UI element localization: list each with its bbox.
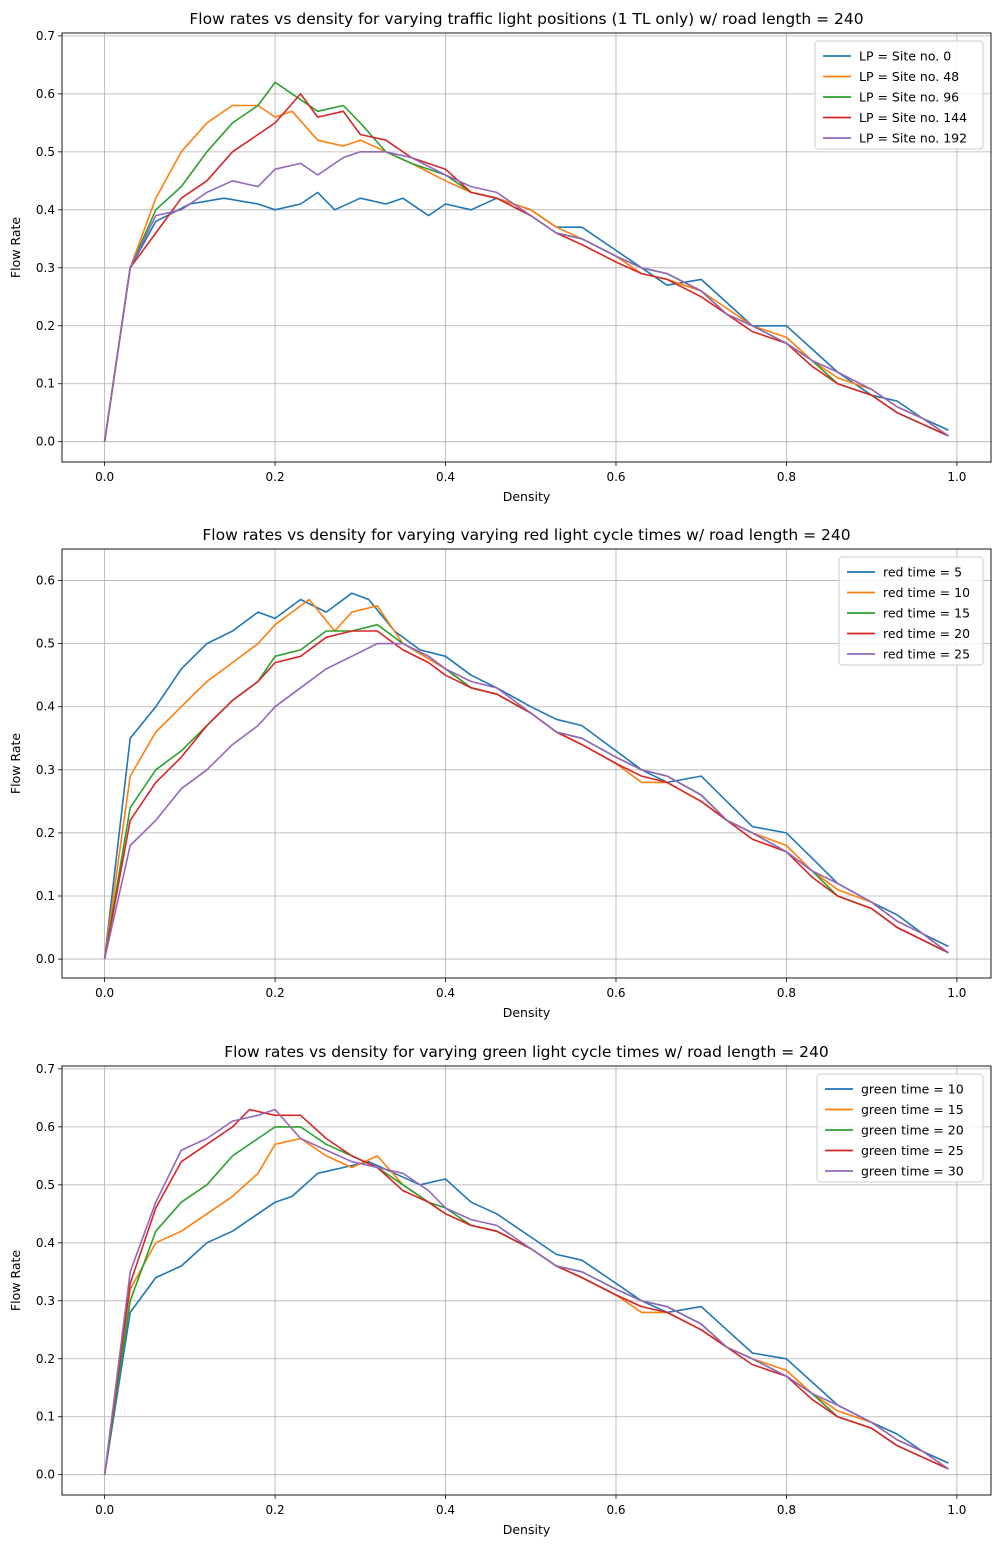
legend-entry: red time = 10 [883,585,970,600]
y-tick-label: 0.4 [36,203,55,217]
x-tick-label: 0.0 [95,470,114,484]
x-tick-label: 0.0 [95,986,114,1000]
x-tick-label: 0.8 [777,470,796,484]
series-line-1 [103,1160,949,1475]
legend-entry: red time = 25 [883,647,970,662]
legend-entry: green time = 20 [861,1123,964,1138]
y-tick-label: 0.1 [36,377,55,391]
legend-box [816,1073,984,1183]
axes-frame [61,1065,992,1496]
y-tick-label: 0.5 [36,145,55,159]
y-axis-label: Flow Rate [8,1250,23,1311]
legend: green time = 10 green time = 15 green time… [816,1073,984,1183]
legend-entry: LP = Site no. 96 [859,90,959,105]
x-tick-label: 0.0 [95,1503,114,1517]
y-tick-label: 0.6 [36,87,55,101]
legend-entry: LP = Site no. 144 [859,110,967,125]
y-tick-label: 0.2 [36,1352,55,1366]
legend-entry: red time = 20 [883,626,970,641]
y-tick-label: 0.5 [36,1178,55,1192]
series-line-4 [103,630,949,960]
y-tick-label: 0.5 [36,637,55,651]
y-tick-label: 0.3 [36,1294,55,1308]
x-tick-label: 0.2 [266,986,285,1000]
axes-frame [61,548,992,979]
y-axis-label: Flow Rate [8,217,23,278]
y-tick-label: 0.1 [36,1410,55,1424]
x-axis-label: Density [503,489,551,504]
y-tick-label: 0.4 [36,700,55,714]
y-tick-label: 0.1 [36,889,55,903]
legend-entry: green time = 25 [861,1143,964,1158]
x-tick-label: 1.0 [947,986,966,1000]
legend-entry: green time = 15 [861,1102,964,1117]
x-tick-label: 0.6 [606,986,625,1000]
x-tick-label: 1.0 [947,470,966,484]
chart-title: Flow rates vs density for varying traffi… [189,10,863,28]
y-tick-label: 0.0 [36,952,55,966]
plot-area [62,549,991,978]
series-line-5 [103,1108,949,1475]
chart-panel-3: 0.0 0.2 0.4 0.6 0.8 1.0 0.0 0.1 0.2 0.3 0.4 0.5 0.6 0… [8,1043,992,1537]
legend-box [838,556,984,666]
y-tick-label: 0.6 [36,574,55,588]
axes-frame [61,32,992,463]
series-line-5 [103,642,949,960]
y-tick-label: 0.2 [36,826,55,840]
y-tick-label: 0.3 [36,261,55,275]
y-tick-label: 0.7 [36,29,55,43]
legend-entry: LP = Site no. 0 [859,49,951,64]
y-tick-label: 0.7 [36,1062,55,1076]
x-tick-label: 0.4 [436,470,455,484]
legend: LP = Site no. 0 LP = Site no. 48 LP = Site… [814,40,984,150]
legend-entry: red time = 5 [883,565,962,580]
legend-entry: green time = 10 [861,1082,964,1097]
y-tick-label: 0.3 [36,763,55,777]
x-tick-label: 0.6 [606,1503,625,1517]
x-axis-label: Density [503,1522,551,1537]
x-axis-label: Density [503,1005,551,1020]
legend-box [814,40,984,150]
x-tick-label: 0.2 [266,470,285,484]
y-tick-label: 0.4 [36,1236,55,1250]
legend-entry: green time = 30 [861,1164,964,1179]
y-tick-label: 0.2 [36,319,55,333]
chart-panel-2: 0.0 0.2 0.4 0.6 0.8 1.0 0.0 0.1 0.2 0.3 0.4 0.5 0.6 F… [8,526,992,1020]
x-tick-label: 1.0 [947,1503,966,1517]
chart-title: Flow rates vs density for varying green … [224,1043,829,1061]
legend: red time = 5 red time = 10 red time = 15 re… [838,556,984,666]
chart-title: Flow rates vs density for varying varyin… [202,526,850,544]
series-line-4 [103,1108,949,1475]
x-tick-label: 0.8 [777,986,796,1000]
x-tick-label: 0.2 [266,1503,285,1517]
legend-entry: LP = Site no. 192 [859,131,967,146]
series-line-4 [103,93,949,442]
legend-entry: LP = Site no. 48 [859,69,959,84]
series-line-5 [103,151,949,442]
y-tick-label: 0.0 [36,435,55,449]
legend-entry: red time = 15 [883,606,970,621]
chart-panel-1: 0.0 0.2 0.4 0.6 0.8 1.0 0.0 0.1 0.2 0.3 0.4 0.5 0.6 0… [8,10,992,504]
x-tick-label: 0.8 [777,1503,796,1517]
x-tick-label: 0.6 [606,470,625,484]
x-tick-label: 0.4 [436,1503,455,1517]
y-axis-label: Flow Rate [8,733,23,794]
y-tick-label: 0.0 [36,1468,55,1482]
x-tick-label: 0.4 [436,986,455,1000]
y-tick-label: 0.6 [36,1120,55,1134]
